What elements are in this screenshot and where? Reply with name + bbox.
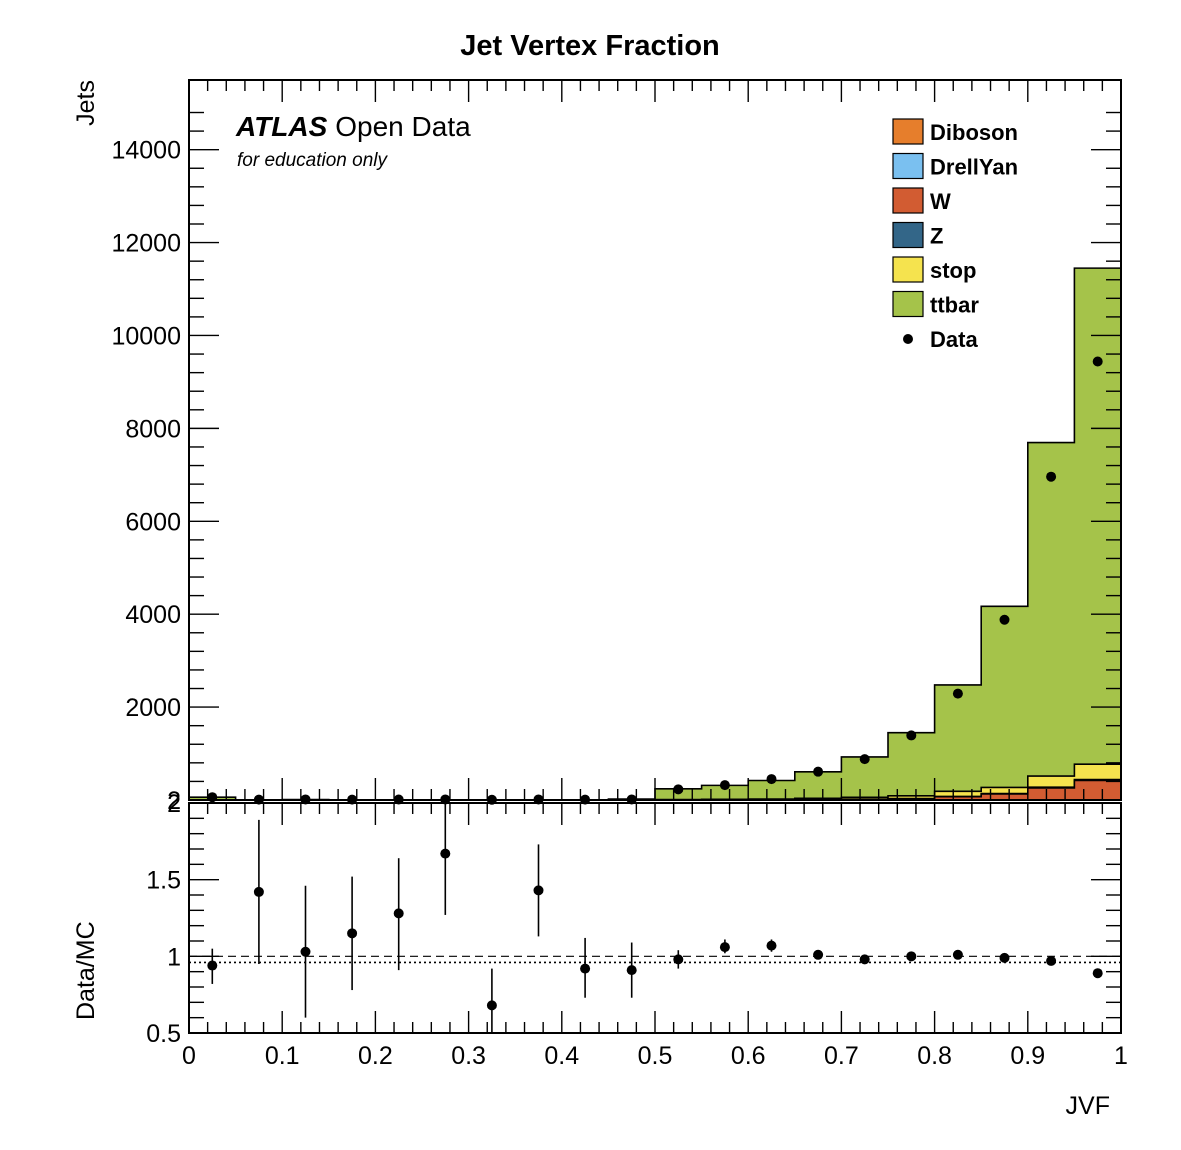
- x-tick-label: 0.6: [731, 1042, 766, 1070]
- legend-marker-data: [903, 334, 913, 344]
- x-tick-label: 1: [1114, 1042, 1128, 1070]
- y-tick-label: 14000: [111, 137, 181, 165]
- y-tick-label: 2000: [125, 694, 181, 722]
- legend-swatch-stop: [892, 256, 924, 283]
- chart-title: Jet Vertex Fraction: [460, 30, 720, 62]
- ratio-point: [1092, 968, 1103, 979]
- x-tick-label: 0.7: [824, 1042, 859, 1070]
- x-tick-label: 0.4: [544, 1042, 579, 1070]
- data-point: [1046, 471, 1057, 482]
- legend-swatch-w: [892, 187, 924, 214]
- y-tick-label: 4000: [125, 601, 181, 629]
- legend-label-stop: stop: [930, 258, 976, 283]
- legend-label-diboson: Diboson: [930, 120, 1018, 145]
- ratio-point: [859, 954, 870, 965]
- legend-label-w: W: [930, 189, 951, 214]
- x-tick-label: 0.9: [1010, 1042, 1045, 1070]
- legend-swatch-z: [892, 221, 924, 249]
- ratio-point: [533, 885, 544, 896]
- data-point: [906, 730, 917, 741]
- data-point: [952, 688, 963, 699]
- x-axis-title: JVF: [1066, 1092, 1110, 1120]
- ratio-ticks: 0.5 1 1.5 2 0 0.1 0.2 0.3 0.4 0.5 0.6 0.7 0.8 0.9 1: [146, 790, 1128, 1070]
- ratio-point: [393, 908, 404, 919]
- legend-label-ttbar: ttbar: [930, 293, 979, 318]
- ratio-point: [906, 951, 917, 962]
- x-tick-label: 0.3: [451, 1042, 486, 1070]
- ratio-point: [673, 954, 684, 965]
- stack-ttbar: [188, 267, 1122, 801]
- data-point: [1092, 356, 1103, 367]
- y-axis-title: Jets: [72, 80, 100, 126]
- data-point: [673, 784, 684, 795]
- ratio-point: [440, 848, 451, 859]
- data-point: [533, 794, 544, 805]
- ratio-point: [719, 942, 730, 953]
- brand-normal: Open Data: [335, 111, 471, 142]
- main-panel: 2 2000 4000 6000 8000 10000 12000 14000 Jets AT…: [72, 79, 1122, 815]
- y-tick-label: 10000: [111, 322, 181, 350]
- x-tick-label: 0.1: [265, 1042, 300, 1070]
- ratio-axis-title: Data/MC: [72, 921, 100, 1020]
- x-tick-label: 0.8: [917, 1042, 952, 1070]
- data-point: [766, 774, 777, 785]
- ratio-point: [580, 963, 591, 974]
- ratio-point: [207, 960, 218, 971]
- ratio-points: [207, 803, 1103, 1033]
- ratio-point: [300, 946, 311, 957]
- data-point: [440, 794, 451, 805]
- y-tick-label: 8000: [125, 415, 181, 443]
- ratio-tick-label: 1.5: [146, 867, 181, 895]
- x-tick-label: 0: [182, 1042, 196, 1070]
- ratio-panel: 0.5 1 1.5 2 0 0.1 0.2 0.3 0.4 0.5 0.6 0.7 0.8 0.9 1 Da…: [72, 790, 1128, 1070]
- ratio-point: [952, 949, 963, 960]
- ratio-tick-label: 0.5: [146, 1020, 181, 1048]
- brand-sub: for education only: [237, 150, 388, 171]
- brand-label: ATLAS Open Data for education only: [235, 111, 471, 171]
- data-point: [813, 766, 824, 777]
- legend-swatch-ttbar: [892, 290, 924, 318]
- y-tick-label: 6000: [125, 508, 181, 536]
- stack-layer: [188, 267, 1122, 801]
- main-ticks: 2 2000 4000 6000 8000 10000 12000 14000: [111, 80, 1122, 815]
- x-tick-label: 0.2: [358, 1042, 393, 1070]
- brand-bold: ATLAS: [235, 111, 328, 142]
- data-point: [207, 792, 218, 803]
- x-tick-label: 0.5: [638, 1042, 673, 1070]
- data-point: [626, 794, 637, 805]
- ratio-point: [999, 952, 1010, 963]
- legend-label-z: Z: [930, 224, 943, 249]
- data-point: [300, 794, 311, 805]
- ratio-tick-label: 2: [167, 790, 181, 818]
- data-points: [207, 356, 1103, 805]
- legend-swatch-diboson: [892, 118, 924, 145]
- data-point: [999, 614, 1010, 625]
- legend-label-drellyan: DrellYan: [930, 155, 1018, 180]
- data-point: [719, 780, 730, 791]
- data-point: [859, 754, 870, 765]
- ratio-point: [253, 886, 264, 897]
- ratio-point: [626, 965, 637, 976]
- ratio-point: [347, 928, 358, 939]
- y-tick-label: 12000: [111, 230, 181, 258]
- ratio-tick-label: 1: [167, 943, 181, 971]
- y-tick-label: 2: [167, 787, 181, 815]
- ratio-point: [486, 1000, 497, 1011]
- legend-swatch-drellyan: [892, 152, 924, 180]
- ratio-frame: [188, 802, 1122, 1034]
- ratio-point: [1046, 955, 1057, 966]
- legend-label-data: Data: [930, 327, 978, 352]
- ratio-point: [813, 949, 824, 960]
- ratio-point: [766, 940, 777, 951]
